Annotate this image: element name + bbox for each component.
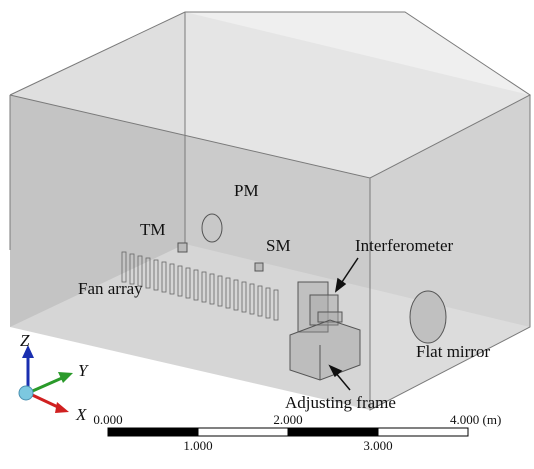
scale-label: 2.000 (273, 412, 302, 427)
label: SM (266, 236, 291, 255)
scale-label: 1.000 (183, 438, 212, 453)
flat-mirror (409, 290, 447, 344)
arrow (328, 257, 359, 391)
label: Fan array (78, 279, 143, 298)
adjusting-frame (289, 319, 361, 381)
label: PM (234, 181, 259, 200)
interferometer (297, 281, 343, 333)
box (9, 11, 531, 411)
scale-bar (107, 427, 469, 437)
pm-mirror (201, 213, 223, 243)
axis-label: Z (20, 331, 30, 350)
tm-mirror (177, 242, 188, 253)
fan-array (121, 251, 279, 321)
label: Flat mirror (416, 342, 490, 361)
scale-label: 0.000 (93, 412, 122, 427)
axis-triad (18, 345, 73, 413)
label: Adjusting frame (285, 393, 396, 412)
axis-label: Y (78, 361, 89, 380)
scale-label: 3.000 (363, 438, 392, 453)
label: TM (140, 220, 166, 239)
scale-label: 4.000 (m) (450, 412, 501, 427)
sm-mirror (254, 262, 264, 272)
axis-label: X (75, 405, 87, 424)
label: Interferometer (355, 236, 453, 255)
